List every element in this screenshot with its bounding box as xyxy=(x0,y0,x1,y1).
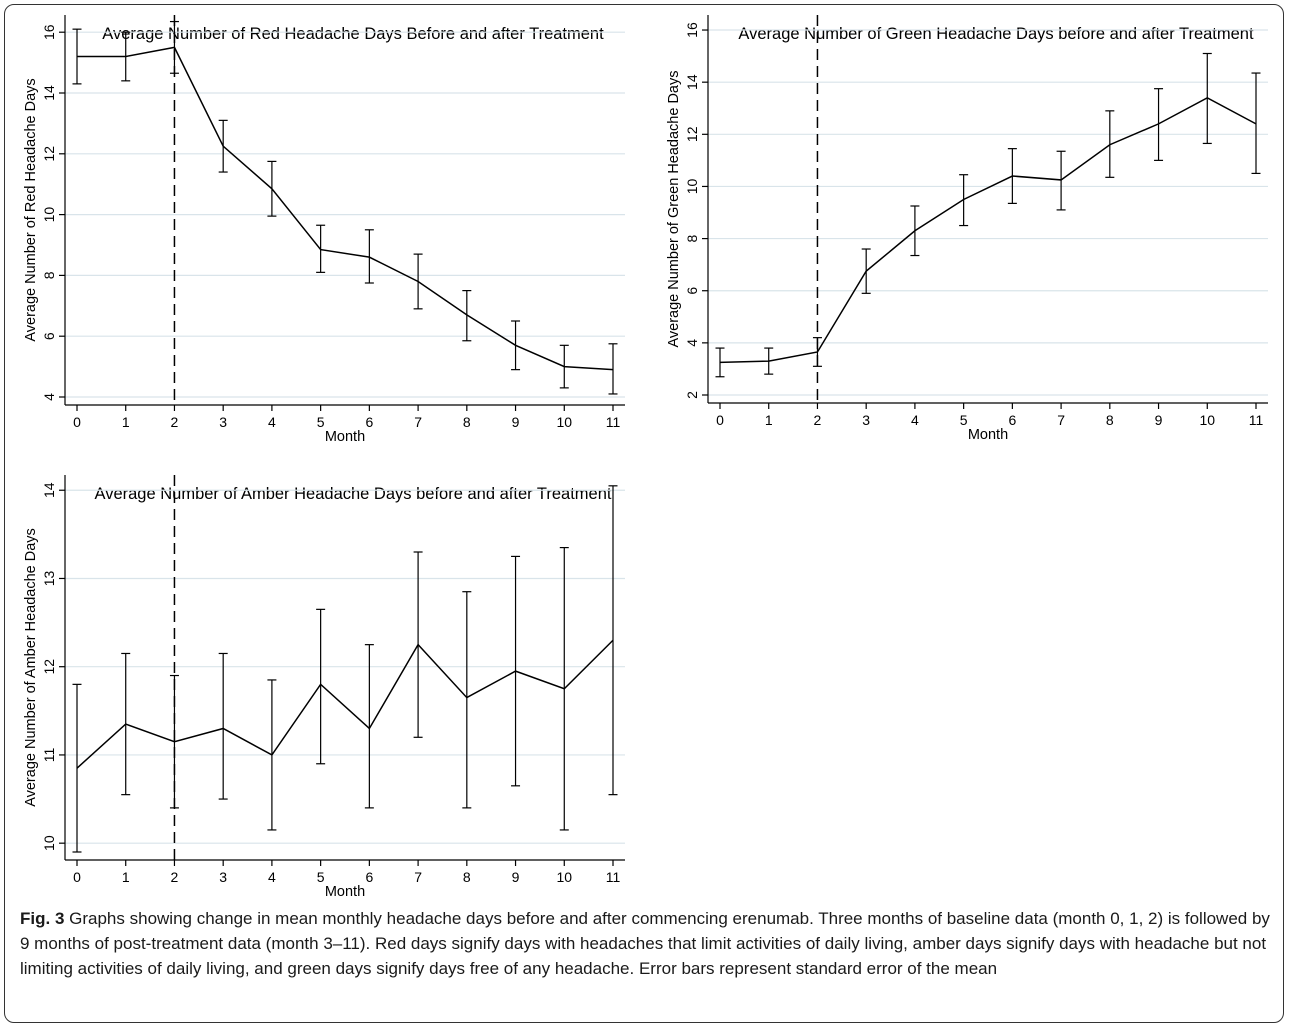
red-headache-chart: Average Number of Red Headache Days Befo… xyxy=(23,15,625,445)
y-tick-label: 4 xyxy=(41,393,57,401)
x-tick-label: 3 xyxy=(219,869,227,885)
x-tick-label: 2 xyxy=(171,414,179,430)
x-tick-label: 10 xyxy=(556,414,572,430)
y-tick-label: 13 xyxy=(41,570,57,586)
y-tick-label: 11 xyxy=(41,747,57,762)
x-tick-label: 8 xyxy=(463,869,471,885)
y-tick-label: 6 xyxy=(684,287,700,295)
figure-caption-text: Graphs showing change in mean monthly he… xyxy=(20,909,1270,978)
y-axis-title: Average Number of Green Headache Days xyxy=(666,71,682,348)
x-tick-label: 4 xyxy=(268,414,276,430)
x-tick-label: 9 xyxy=(1155,412,1163,428)
x-tick-label: 10 xyxy=(1199,412,1215,428)
error-bar xyxy=(364,229,374,284)
x-axis-title: Month xyxy=(325,884,365,900)
y-tick-label: 2 xyxy=(684,391,700,399)
x-tick-label: 10 xyxy=(556,869,572,885)
y-tick-label: 10 xyxy=(41,207,57,223)
x-tick-label: 3 xyxy=(862,412,870,428)
x-tick-label: 0 xyxy=(73,414,81,430)
y-tick-label: 12 xyxy=(684,126,700,142)
y-tick-label: 14 xyxy=(41,482,57,498)
x-tick-label: 4 xyxy=(268,869,276,885)
green-headache-chart: Average Number of Green Headache Days be… xyxy=(666,15,1268,443)
chart-title: Average Number of Red Headache Days Befo… xyxy=(102,25,604,43)
x-axis-title: Month xyxy=(968,427,1008,443)
figure-caption: Fig. 3 Graphs showing change in mean mon… xyxy=(20,906,1270,981)
y-tick-label: 4 xyxy=(684,339,700,347)
chart-title: Average Number of Amber Headache Days be… xyxy=(95,485,612,503)
mean-line xyxy=(77,46,614,371)
x-tick-label: 9 xyxy=(512,869,520,885)
mean-line xyxy=(719,96,1257,364)
x-tick-label: 7 xyxy=(414,869,422,885)
x-tick-label: 0 xyxy=(716,412,724,428)
x-tick-label: 1 xyxy=(122,414,130,430)
x-tick-label: 8 xyxy=(463,414,471,430)
x-tick-label: 1 xyxy=(122,869,130,885)
figure-frame xyxy=(4,4,1284,1023)
y-axis-title: Average Number of Red Headache Days xyxy=(23,78,39,341)
x-tick-label: 7 xyxy=(1057,412,1065,428)
y-tick-label: 6 xyxy=(41,332,57,340)
x-tick-label: 4 xyxy=(911,412,919,428)
x-tick-label: 11 xyxy=(1249,412,1264,428)
error-bar xyxy=(218,652,228,800)
y-tick-label: 12 xyxy=(41,146,57,162)
x-tick-label: 11 xyxy=(606,869,621,885)
x-tick-label: 6 xyxy=(1008,412,1016,428)
error-bar xyxy=(364,644,374,809)
x-tick-label: 9 xyxy=(512,414,520,430)
y-tick-label: 10 xyxy=(41,835,57,851)
x-tick-label: 5 xyxy=(960,412,968,428)
x-tick-label: 6 xyxy=(365,869,373,885)
mean-line xyxy=(76,639,614,769)
x-tick-label: 7 xyxy=(414,414,422,430)
y-tick-label: 12 xyxy=(41,659,57,675)
x-tick-label: 8 xyxy=(1106,412,1114,428)
x-tick-label: 2 xyxy=(171,869,179,885)
y-tick-label: 16 xyxy=(684,22,700,38)
y-tick-label: 10 xyxy=(684,178,700,194)
figure-label: Fig. 3 xyxy=(20,909,65,928)
chart-title: Average Number of Green Headache Days be… xyxy=(738,25,1254,43)
x-tick-label: 1 xyxy=(765,412,773,428)
amber-headache-chart: Average Number of Amber Headache Days be… xyxy=(23,475,625,900)
x-tick-label: 5 xyxy=(317,869,325,885)
x-tick-label: 5 xyxy=(317,414,325,430)
x-tick-label: 0 xyxy=(73,869,81,885)
x-tick-label: 6 xyxy=(365,414,373,430)
y-tick-label: 16 xyxy=(41,24,57,40)
y-tick-label: 14 xyxy=(41,85,57,101)
y-axis-title: Average Number of Amber Headache Days xyxy=(23,528,39,807)
x-tick-label: 2 xyxy=(814,412,822,428)
x-axis-title: Month xyxy=(325,429,365,445)
y-tick-label: 14 xyxy=(684,74,700,90)
x-tick-label: 11 xyxy=(606,414,621,430)
y-tick-label: 8 xyxy=(684,234,700,242)
x-tick-label: 3 xyxy=(219,414,227,430)
error-bar xyxy=(316,608,326,765)
error-bar xyxy=(462,591,472,809)
error-bar xyxy=(608,343,618,395)
y-tick-label: 8 xyxy=(41,271,57,279)
